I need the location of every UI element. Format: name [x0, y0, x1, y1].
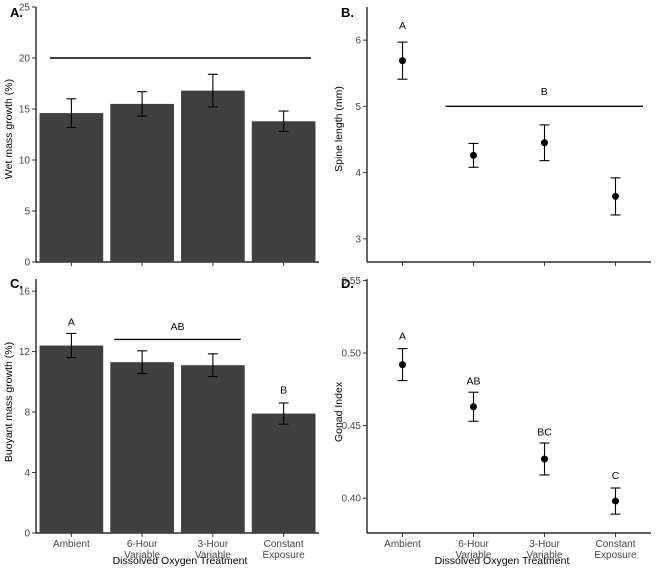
- y-tick-label: 0.55: [342, 276, 362, 287]
- significance-letter: A: [399, 331, 406, 343]
- panel-d: D. Gonad Index Dissolved Oxygen Treatmen…: [333, 276, 651, 567]
- bracket-label: AB: [170, 321, 184, 333]
- x-tick-label: Constant Exposure: [263, 539, 306, 561]
- x-tick-label: 3-Hour Variable: [527, 539, 563, 561]
- bar: [110, 103, 174, 263]
- bar: [39, 113, 104, 262]
- significance-letter: AB: [466, 376, 480, 388]
- bar: [110, 362, 174, 533]
- y-tick-label: 4: [24, 468, 30, 479]
- data-point: [541, 455, 548, 463]
- data-point: [470, 151, 477, 159]
- x-tick-label: 6-Hour Variable: [124, 539, 160, 561]
- panel-c: C. Buoyant mass growth (%) Dissolved Oxy…: [3, 276, 319, 567]
- y-tick-label: 5: [355, 102, 361, 113]
- y-tick-label: 4: [355, 168, 361, 179]
- x-tick-label: Ambient: [384, 539, 421, 550]
- panel-b-label: B.: [341, 5, 354, 20]
- bar: [251, 121, 316, 263]
- y-tick-label: 5: [24, 207, 30, 218]
- y-tick-label: 25: [19, 3, 31, 14]
- y-tick-label: 0.45: [342, 421, 362, 432]
- panel-a-y-axis-title: Wet mass growth (%): [3, 79, 15, 179]
- data-point: [470, 403, 477, 411]
- panel-c-plot: 0 4 8 12 16 Ambient 6-Hour Variable 3-Hour Variab…: [19, 279, 319, 561]
- panel-b: B. Spine length (mm) 3 4 5 6 A B: [333, 5, 651, 266]
- data-point: [399, 361, 406, 369]
- x-tick-label: 6-Hour Variable: [456, 539, 492, 561]
- bar: [251, 413, 316, 533]
- data-point: [399, 57, 406, 65]
- y-tick-label: 12: [19, 347, 31, 358]
- bracket-label: B: [541, 86, 548, 98]
- panel-c-x-axis-title: Dissolved Oxygen Treatment: [113, 555, 248, 567]
- y-tick-label: 16: [19, 287, 31, 298]
- panel-c-label: C.: [10, 276, 23, 291]
- y-tick-label: 8: [24, 408, 30, 419]
- panel-c-y-axis-title: Buoyant mass growth (%): [3, 342, 15, 462]
- bar: [39, 345, 104, 533]
- x-tick-label: Ambient: [53, 539, 90, 550]
- significance-letter: A: [68, 316, 75, 328]
- y-tick-label: 3: [355, 234, 361, 245]
- bar: [181, 90, 245, 262]
- data-point: [612, 192, 619, 200]
- panel-a-label: A.: [10, 5, 23, 20]
- panel-d-y-axis-title: Gonad Index: [333, 381, 345, 442]
- panel-d-x-axis-title: Dissolved Oxygen Treatment: [435, 555, 570, 567]
- y-tick-label: 20: [19, 54, 31, 65]
- y-tick-label: 0.40: [342, 494, 362, 505]
- significance-letter: B: [280, 384, 287, 396]
- data-point: [541, 139, 548, 147]
- y-tick-label: 6: [355, 36, 361, 47]
- panel-a: A. Wet mass growth (%) 0 5 10 15 20 25: [3, 3, 319, 269]
- significance-letter: C: [612, 470, 620, 482]
- data-point: [612, 497, 619, 505]
- significance-letter: A: [399, 20, 406, 32]
- x-tick-label: Constant Exposure: [594, 539, 637, 561]
- bar: [181, 365, 245, 533]
- x-tick-label: 3-Hour Variable: [195, 539, 231, 561]
- panel-b-y-axis-title: Spine length (mm): [333, 86, 345, 172]
- significance-letter: BC: [537, 426, 552, 438]
- panel-b-plot: 3 4 5 6 A B: [355, 7, 651, 266]
- y-tick-label: 0: [24, 529, 30, 540]
- y-tick-label: 15: [19, 105, 31, 116]
- panel-a-plot: 0 5 10 15 20 25: [19, 3, 319, 269]
- y-tick-label: 0.50: [342, 349, 362, 360]
- panel-d-label: D.: [341, 276, 354, 291]
- panel-d-plot: 0.40 0.45 0.50 0.55 Ambient 6-Hour Variable 3-H…: [342, 276, 651, 561]
- y-tick-label: 10: [19, 156, 31, 167]
- y-tick-label: 0: [24, 258, 30, 269]
